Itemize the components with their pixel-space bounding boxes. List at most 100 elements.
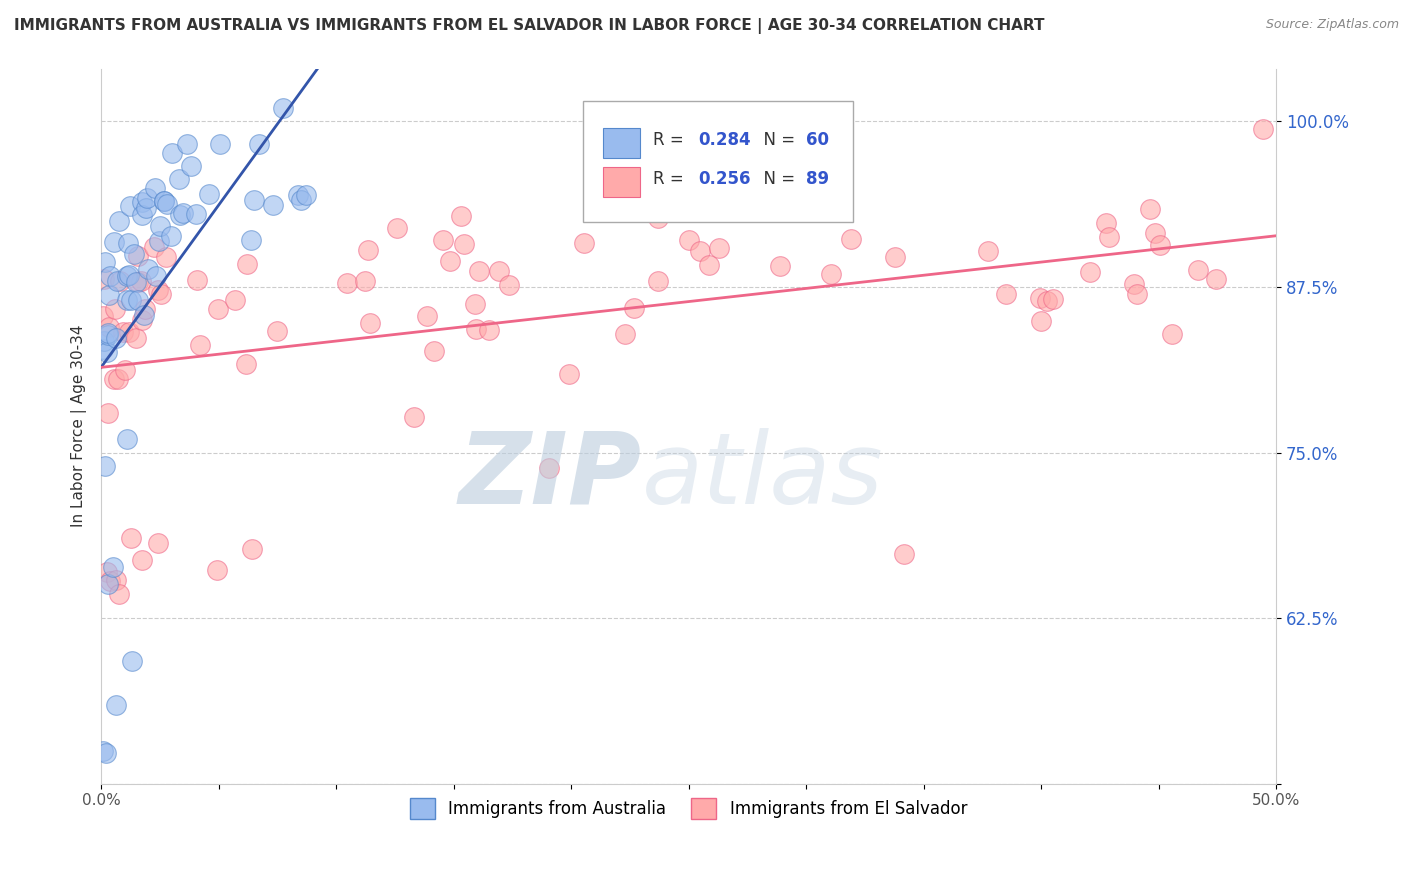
Point <box>152 194 174 209</box>
Y-axis label: In Labor Force | Age 30-34: In Labor Force | Age 30-34 <box>72 325 87 527</box>
Point <box>153 194 176 209</box>
Point <box>240 541 263 556</box>
Legend: Immigrants from Australia, Immigrants from El Salvador: Immigrants from Australia, Immigrants fr… <box>404 792 974 825</box>
Point <box>709 240 731 254</box>
Point <box>96 344 118 359</box>
Point <box>131 553 153 567</box>
Bar <box>603 128 641 158</box>
Point <box>262 198 284 212</box>
Point <box>1139 202 1161 216</box>
Point <box>385 220 408 235</box>
Point <box>107 372 129 386</box>
Point <box>93 271 115 285</box>
Point <box>160 146 183 161</box>
Point <box>295 188 318 202</box>
Point <box>118 199 141 213</box>
Text: 0.284: 0.284 <box>697 131 751 149</box>
Point <box>1123 277 1146 291</box>
Point <box>239 233 262 247</box>
Point <box>105 274 128 288</box>
Point <box>169 209 191 223</box>
Point <box>614 326 637 341</box>
Point <box>249 136 271 151</box>
Point <box>572 236 595 251</box>
Point <box>176 137 198 152</box>
Point <box>108 214 131 228</box>
Point <box>120 531 142 545</box>
Point <box>266 324 288 338</box>
Point <box>180 160 202 174</box>
Point <box>1160 327 1182 342</box>
Text: IMMIGRANTS FROM AUSTRALIA VS IMMIGRANTS FROM EL SALVADOR IN LABOR FORCE | AGE 30: IMMIGRANTS FROM AUSTRALIA VS IMMIGRANTS … <box>14 18 1045 34</box>
Point <box>146 283 169 297</box>
Point <box>1029 314 1052 328</box>
Bar <box>603 167 641 197</box>
Point <box>146 536 169 550</box>
Point <box>97 326 120 340</box>
Point <box>1144 226 1167 240</box>
Point <box>769 260 792 274</box>
Point <box>93 342 115 356</box>
Point <box>1042 292 1064 306</box>
Point <box>224 293 246 308</box>
Text: 89: 89 <box>806 170 830 188</box>
Point <box>336 276 359 290</box>
Point <box>537 461 560 475</box>
Point <box>149 286 172 301</box>
Point <box>108 587 131 601</box>
Point <box>1028 291 1050 305</box>
Text: ZIP: ZIP <box>458 427 641 524</box>
Point <box>115 432 138 446</box>
Point <box>118 325 141 339</box>
Point <box>678 234 700 248</box>
Point <box>100 269 122 284</box>
Point <box>205 563 228 577</box>
Point <box>148 234 170 248</box>
Point <box>884 250 907 264</box>
Point <box>839 232 862 246</box>
Text: R =: R = <box>654 170 689 188</box>
Point <box>172 206 194 220</box>
Point <box>1098 230 1121 244</box>
Point <box>97 319 120 334</box>
Point <box>97 288 120 302</box>
Point <box>96 565 118 579</box>
Point <box>893 547 915 561</box>
Point <box>145 268 167 283</box>
Text: N =: N = <box>754 131 800 149</box>
Point <box>416 309 439 323</box>
Point <box>104 301 127 316</box>
Point <box>207 301 229 316</box>
Point <box>290 194 312 208</box>
Point <box>465 322 488 336</box>
Point <box>93 459 115 474</box>
Point <box>104 331 127 345</box>
Point <box>689 244 711 258</box>
Point <box>131 313 153 327</box>
Point <box>167 172 190 186</box>
Point <box>354 274 377 288</box>
Point <box>243 193 266 207</box>
Text: 0.256: 0.256 <box>697 170 751 188</box>
Point <box>103 372 125 386</box>
Point <box>94 255 117 269</box>
Point <box>467 264 489 278</box>
Text: Source: ZipAtlas.com: Source: ZipAtlas.com <box>1265 18 1399 31</box>
Point <box>1078 265 1101 279</box>
Point <box>287 187 309 202</box>
Point <box>558 368 581 382</box>
Point <box>96 747 118 761</box>
Point <box>125 275 148 289</box>
Point <box>149 219 172 234</box>
Point <box>93 744 115 758</box>
Point <box>1035 294 1057 309</box>
Point <box>122 247 145 261</box>
Point <box>136 191 159 205</box>
Point <box>124 331 146 345</box>
Text: atlas: atlas <box>641 427 883 524</box>
Point <box>127 293 149 307</box>
Point <box>439 253 461 268</box>
Text: R =: R = <box>654 131 689 149</box>
Point <box>121 654 143 668</box>
Point <box>450 209 472 223</box>
